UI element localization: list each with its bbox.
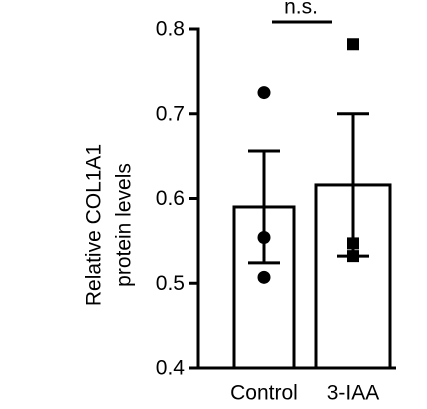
y-tick-label: 0.8 <box>156 18 185 41</box>
y-axis-title: Relative COL1A1 protein levels <box>83 144 136 306</box>
y-tick-label: 0.7 <box>156 102 185 125</box>
x-tick-label: Control <box>230 382 298 405</box>
y-axis-title-line: Relative COL1A1 <box>83 144 106 306</box>
y-tick-label: 0.6 <box>156 187 185 210</box>
data-point <box>257 270 271 284</box>
data-point <box>257 86 271 100</box>
x-tick-label: 3-IAA <box>327 382 380 405</box>
data-point <box>347 237 359 250</box>
y-tick-label: 0.4 <box>156 357 186 380</box>
data-point <box>347 38 359 51</box>
data-point <box>347 250 359 263</box>
annotation: n.s. <box>284 0 318 19</box>
data-point <box>257 230 271 244</box>
y-tick-label: 0.5 <box>156 272 185 295</box>
y-axis-title-line: protein levels <box>113 163 136 287</box>
